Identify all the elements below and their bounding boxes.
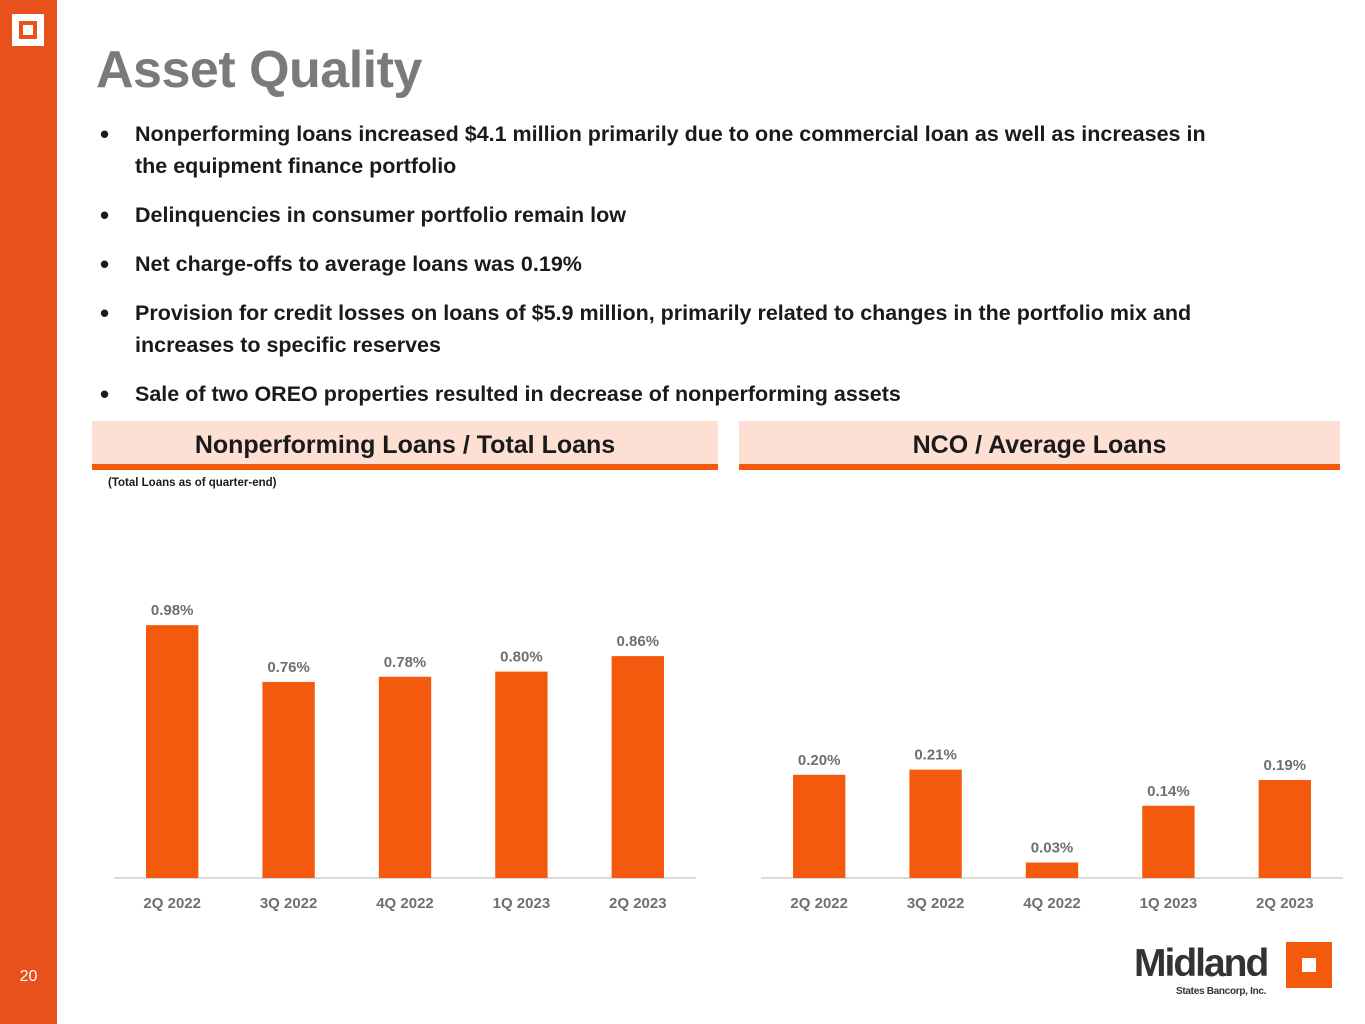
bar-value-label: 0.98% — [151, 602, 194, 619]
bullet-item: Provision for credit losses on loans of … — [100, 297, 1240, 361]
x-tick-label: 2Q 2023 — [1256, 895, 1314, 912]
bar-value-label: 0.80% — [500, 649, 543, 666]
logo-square-icon — [1286, 942, 1332, 988]
bar-2q-2022 — [146, 625, 199, 878]
x-tick-label: 1Q 2023 — [1140, 895, 1198, 912]
bullet-item: Sale of two OREO properties resulted in … — [100, 378, 1240, 410]
bullet-item: Net charge-offs to average loans was 0.1… — [100, 248, 1240, 280]
bar-value-label: 0.86% — [617, 633, 660, 650]
npl-chart-title: Nonperforming Loans / Total Loans — [92, 421, 718, 470]
bullet-item: Delinquencies in consumer portfolio rema… — [100, 199, 1240, 231]
bar-value-label: 0.14% — [1147, 783, 1190, 800]
bar-value-label: 0.19% — [1264, 757, 1307, 774]
logo-subtitle: States Bancorp, Inc. — [1176, 986, 1267, 997]
bar-value-label: 0.78% — [384, 654, 427, 671]
bullet-list: Nonperforming loans increased $4.1 milli… — [100, 118, 1240, 427]
x-tick-label: 3Q 2022 — [907, 895, 965, 912]
bullet-item: Nonperforming loans increased $4.1 milli… — [100, 118, 1240, 182]
bar-value-label: 0.03% — [1031, 840, 1074, 857]
bar-value-label: 0.76% — [267, 659, 310, 676]
bar-2q-2022 — [793, 774, 846, 878]
page-title: Asset Quality — [96, 41, 422, 99]
x-tick-label: 4Q 2022 — [1023, 895, 1081, 912]
bar-1q-2023 — [495, 671, 548, 878]
x-tick-label: 2Q 2023 — [609, 895, 667, 912]
nco-chart-title: NCO / Average Loans — [739, 421, 1340, 470]
x-tick-label: 4Q 2022 — [376, 895, 434, 912]
bar-3q-2022 — [262, 681, 315, 878]
logo-wordmark: Midland — [1134, 942, 1269, 985]
x-tick-label: 1Q 2023 — [493, 895, 551, 912]
brand-mark-icon — [12, 14, 44, 46]
npl-chart-note: (Total Loans as of quarter-end) — [108, 477, 277, 489]
x-tick-label: 2Q 2022 — [143, 895, 201, 912]
bar-value-label: 0.21% — [914, 747, 957, 764]
sidebar: 20 — [0, 0, 57, 1024]
bar-4q-2022 — [378, 676, 432, 878]
x-tick-label: 2Q 2022 — [790, 895, 848, 912]
page-number: 20 — [19, 968, 38, 985]
bar-value-label: 0.20% — [798, 752, 841, 769]
bar-2q-2023 — [611, 656, 664, 878]
bar-4q-2022 — [1025, 862, 1079, 878]
midland-logo: Midland States Bancorp, Inc. — [1134, 940, 1339, 1000]
bar-3q-2022 — [909, 769, 962, 878]
bar-2q-2023 — [1258, 779, 1311, 878]
bar-1q-2023 — [1142, 805, 1195, 878]
x-tick-label: 3Q 2022 — [260, 895, 318, 912]
